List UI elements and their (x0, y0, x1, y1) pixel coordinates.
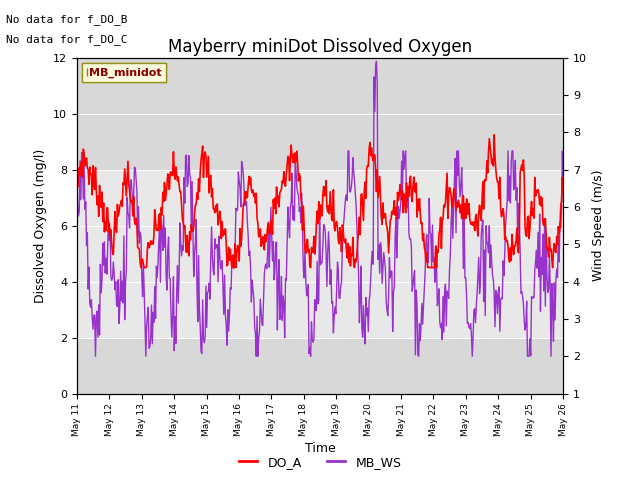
MB_WS (372, 59, 380, 64)
Line: DO_A: DO_A (77, 135, 563, 268)
DO_A (294, 161, 301, 167)
DO_A (399, 188, 406, 194)
DO_A (559, 189, 567, 195)
DO_A (440, 202, 447, 208)
Legend: DO_A, MB_WS: DO_A, MB_WS (234, 451, 406, 474)
MB_WS (399, 148, 407, 154)
MB_WS (92, 353, 99, 359)
X-axis label: Time: Time (305, 442, 335, 455)
MB_WS (360, 327, 368, 333)
Title: Mayberry miniDot Dissolved Oxygen: Mayberry miniDot Dissolved Oxygen (168, 38, 472, 56)
MB_WS (441, 288, 449, 294)
MB_WS (160, 213, 168, 218)
MB_WS (73, 182, 81, 188)
DO_A (199, 143, 207, 149)
DO_A (160, 199, 168, 204)
Legend: MB_minidot: MB_minidot (83, 63, 166, 82)
MB_WS (199, 297, 207, 303)
DO_A (360, 188, 368, 194)
Text: No data for f_DO_C: No data for f_DO_C (6, 34, 128, 45)
Line: MB_WS: MB_WS (77, 61, 563, 356)
Bar (77, 169, 563, 337)
Text: No data for f_DO_B: No data for f_DO_B (6, 14, 128, 25)
MB_WS (559, 180, 567, 186)
Y-axis label: Wind Speed (m/s): Wind Speed (m/s) (593, 170, 605, 281)
DO_A (490, 132, 498, 138)
Y-axis label: Dissolved Oxygen (mg/l): Dissolved Oxygen (mg/l) (35, 148, 47, 303)
MB_WS (294, 190, 301, 196)
DO_A (137, 265, 145, 271)
DO_A (73, 169, 81, 175)
